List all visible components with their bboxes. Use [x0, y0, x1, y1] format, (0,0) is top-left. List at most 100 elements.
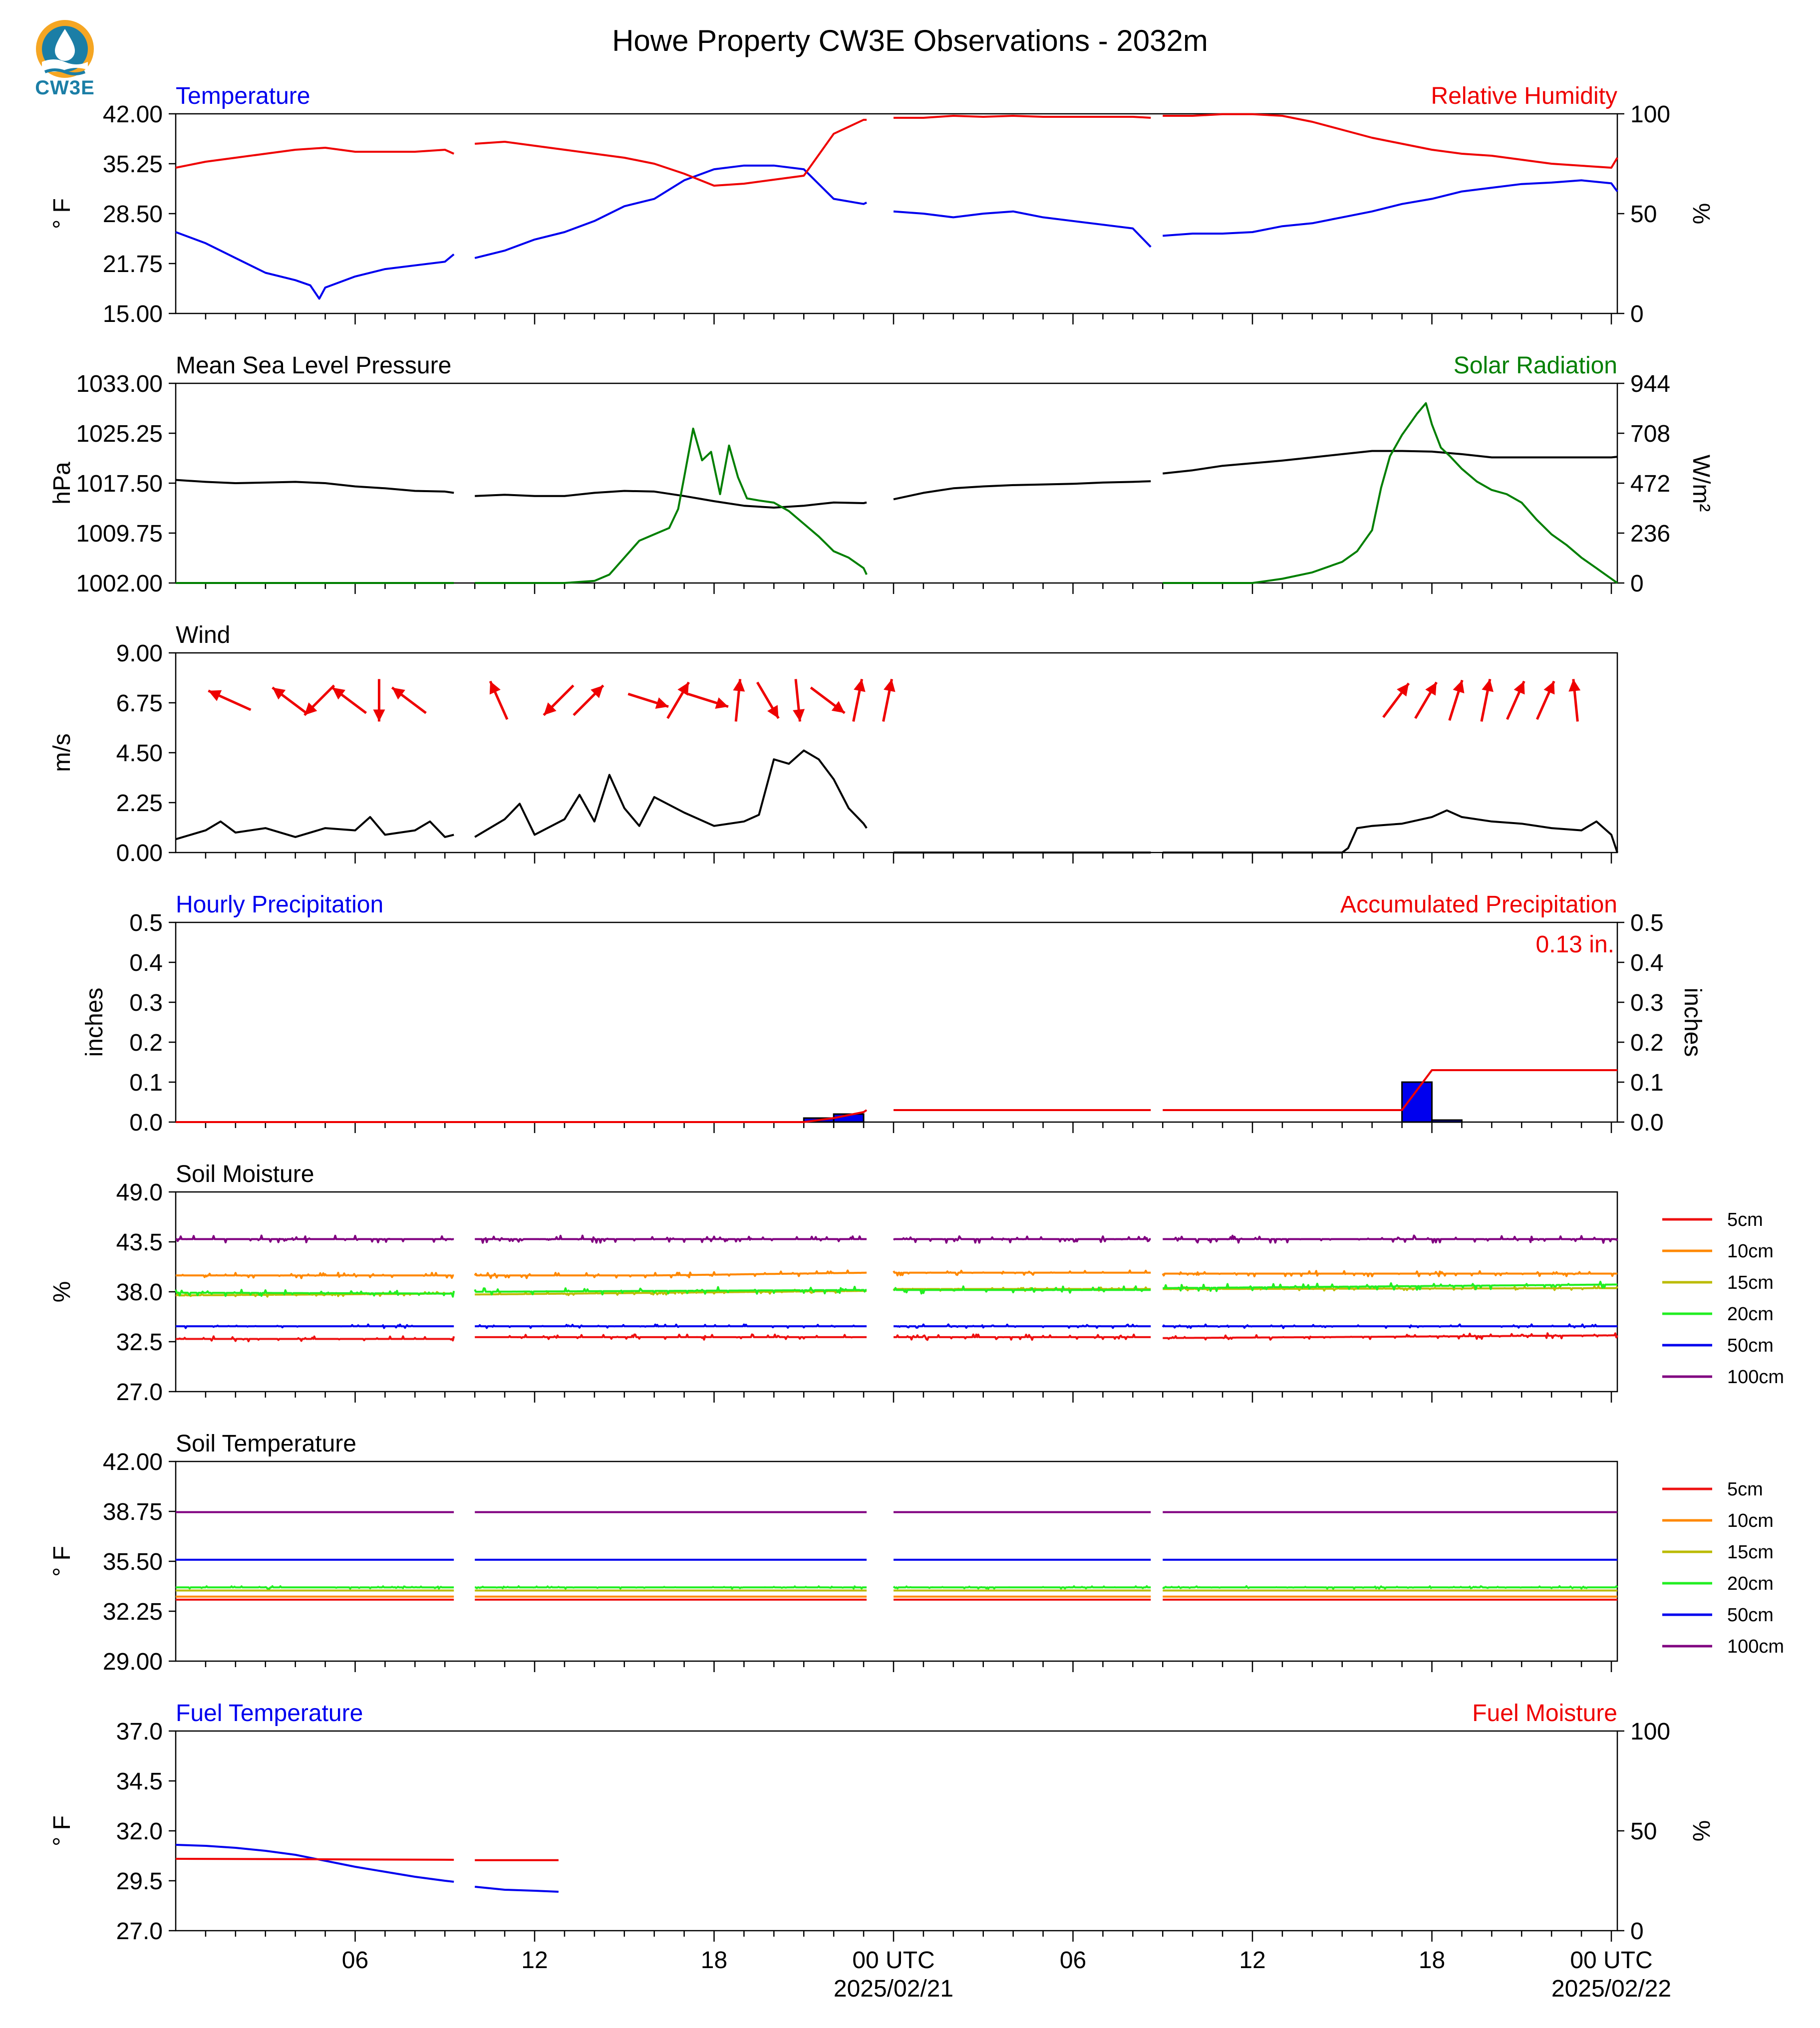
x-tick-label: 18 — [701, 1947, 727, 1974]
y-axis-label: ° F — [49, 198, 75, 229]
wind-arrow-head — [544, 702, 557, 715]
wind-arrow — [810, 686, 846, 714]
wind-arrow — [373, 679, 385, 722]
series-0 — [175, 450, 1618, 509]
wind-arrow — [1382, 682, 1410, 718]
y-axis-label: ° F — [49, 1546, 75, 1577]
legend-item-5cm: 5cm — [1662, 1479, 1763, 1500]
x-tick-label: 00 UTC — [1570, 1947, 1652, 1974]
y-axis-label: % — [49, 1281, 75, 1303]
y-tick-label: 0.0 — [129, 1110, 163, 1136]
y-tick-label: 49.0 — [116, 1179, 163, 1206]
series-0 — [175, 164, 1618, 300]
y-tick-label: 38.0 — [116, 1279, 163, 1306]
series-line — [475, 1886, 559, 1893]
y-tick-label-right: 0.5 — [1630, 910, 1664, 936]
series-1 — [176, 1269, 1617, 1279]
wind-arrow-head — [793, 709, 805, 722]
y-tick-label-right: 472 — [1630, 471, 1670, 497]
y-tick-label: 1002.00 — [76, 571, 163, 597]
y-tick-label: 38.75 — [103, 1499, 163, 1525]
series-line — [1162, 1585, 1618, 1590]
y-tick-label: 0.4 — [129, 950, 163, 976]
y-tick-label: 42.00 — [103, 101, 163, 128]
y-tick-label-right: 0.4 — [1630, 950, 1664, 976]
wind-arrow-head — [1453, 680, 1465, 694]
panel-title-right: Relative Humidity — [1431, 83, 1617, 109]
wind-arrow — [852, 679, 866, 722]
series-line — [894, 1323, 1151, 1329]
wind-arrow-head — [831, 701, 845, 713]
series-line — [474, 1269, 867, 1279]
wind-arrow-head — [884, 679, 896, 692]
series-line — [175, 1844, 454, 1883]
y-tick-label: 0.3 — [129, 990, 163, 1016]
series-line — [176, 1234, 454, 1244]
x-tick-date-label: 2025/02/21 — [834, 1976, 953, 2002]
series-line — [475, 427, 868, 584]
y-axis-label-right: % — [1688, 1820, 1714, 1842]
wind-arrow-head — [332, 687, 345, 700]
wind-arrow — [627, 692, 669, 709]
wind-arrow — [489, 680, 509, 720]
panel-2: Wind 0.00 2.25 4.50 6.75 9.00 m/s — [49, 622, 1618, 867]
y-tick-label: 28.50 — [103, 201, 163, 228]
legend-label: 100cm — [1727, 1636, 1784, 1657]
wind-arrow-head — [1425, 682, 1437, 696]
y-tick-label: 37.0 — [116, 1719, 163, 1745]
series-line — [893, 1269, 1151, 1277]
y-tick-label-right: 944 — [1630, 371, 1670, 397]
y-tick-label: 2.25 — [116, 790, 163, 817]
y-tick-label: 34.5 — [116, 1768, 163, 1795]
y-tick-label-right: 0 — [1630, 571, 1644, 597]
x-tick-label: 12 — [1239, 1947, 1265, 1974]
y-tick-label: 0.00 — [116, 840, 163, 867]
wind-arrow — [666, 681, 690, 719]
series-line — [1163, 113, 1618, 169]
y-tick-label-right: 0 — [1630, 301, 1644, 327]
wind-arrow-head — [1482, 679, 1494, 692]
series-0 — [176, 1069, 1617, 1123]
wind-arrow-head — [591, 685, 604, 698]
series-1 — [175, 113, 1618, 187]
series-line — [175, 1858, 454, 1861]
wind-arrow-head — [1514, 681, 1525, 695]
y-tick-label-right: 50 — [1630, 201, 1657, 228]
legend-item-100cm: 100cm — [1662, 1367, 1784, 1388]
cw3e-logo-mark — [36, 20, 94, 78]
series-line — [474, 164, 867, 259]
panel-title-left: Soil Temperature — [176, 1431, 356, 1457]
series-line — [1162, 1323, 1617, 1329]
y-axis-label: inches — [81, 988, 108, 1057]
panel-title-left: Mean Sea Level Pressure — [176, 352, 451, 379]
panel-title-right: Solar Radiation — [1454, 352, 1617, 379]
legend-label: 20cm — [1727, 1573, 1774, 1594]
y-tick-label: 15.00 — [103, 301, 163, 327]
legend-label: 5cm — [1727, 1479, 1763, 1500]
plot-frame — [175, 1730, 1618, 1932]
series-line — [1163, 1069, 1617, 1111]
y-tick-label: 0.2 — [129, 1030, 163, 1056]
wind-arrow — [1480, 679, 1494, 722]
y-tick-label: 1017.50 — [76, 471, 163, 497]
panel-title-left: Wind — [176, 622, 230, 648]
y-tick-label: 0.5 — [129, 910, 163, 936]
wind-arrow-head — [208, 690, 222, 701]
y-tick-label-right: 0 — [1630, 1918, 1644, 1945]
y-tick-label: 32.5 — [116, 1329, 163, 1356]
wind-arrow-head — [677, 682, 689, 696]
panel-title-left: Hourly Precipitation — [176, 891, 383, 918]
series-line — [175, 147, 455, 169]
wind-arrow-head — [733, 679, 745, 692]
y-tick-label-right: 0.1 — [1630, 1070, 1664, 1096]
wind-arrow — [687, 692, 729, 709]
legend-label: 50cm — [1727, 1335, 1774, 1356]
legend-label: 15cm — [1727, 1542, 1774, 1563]
series-line — [475, 119, 867, 187]
cw3e-logo: CW3E — [30, 18, 100, 103]
y-tick-label: 27.0 — [116, 1379, 163, 1406]
series-4 — [176, 1323, 1617, 1329]
legend-item-10cm: 10cm — [1662, 1510, 1774, 1531]
series-line — [175, 479, 454, 494]
y-tick-label: 29.00 — [103, 1649, 163, 1675]
